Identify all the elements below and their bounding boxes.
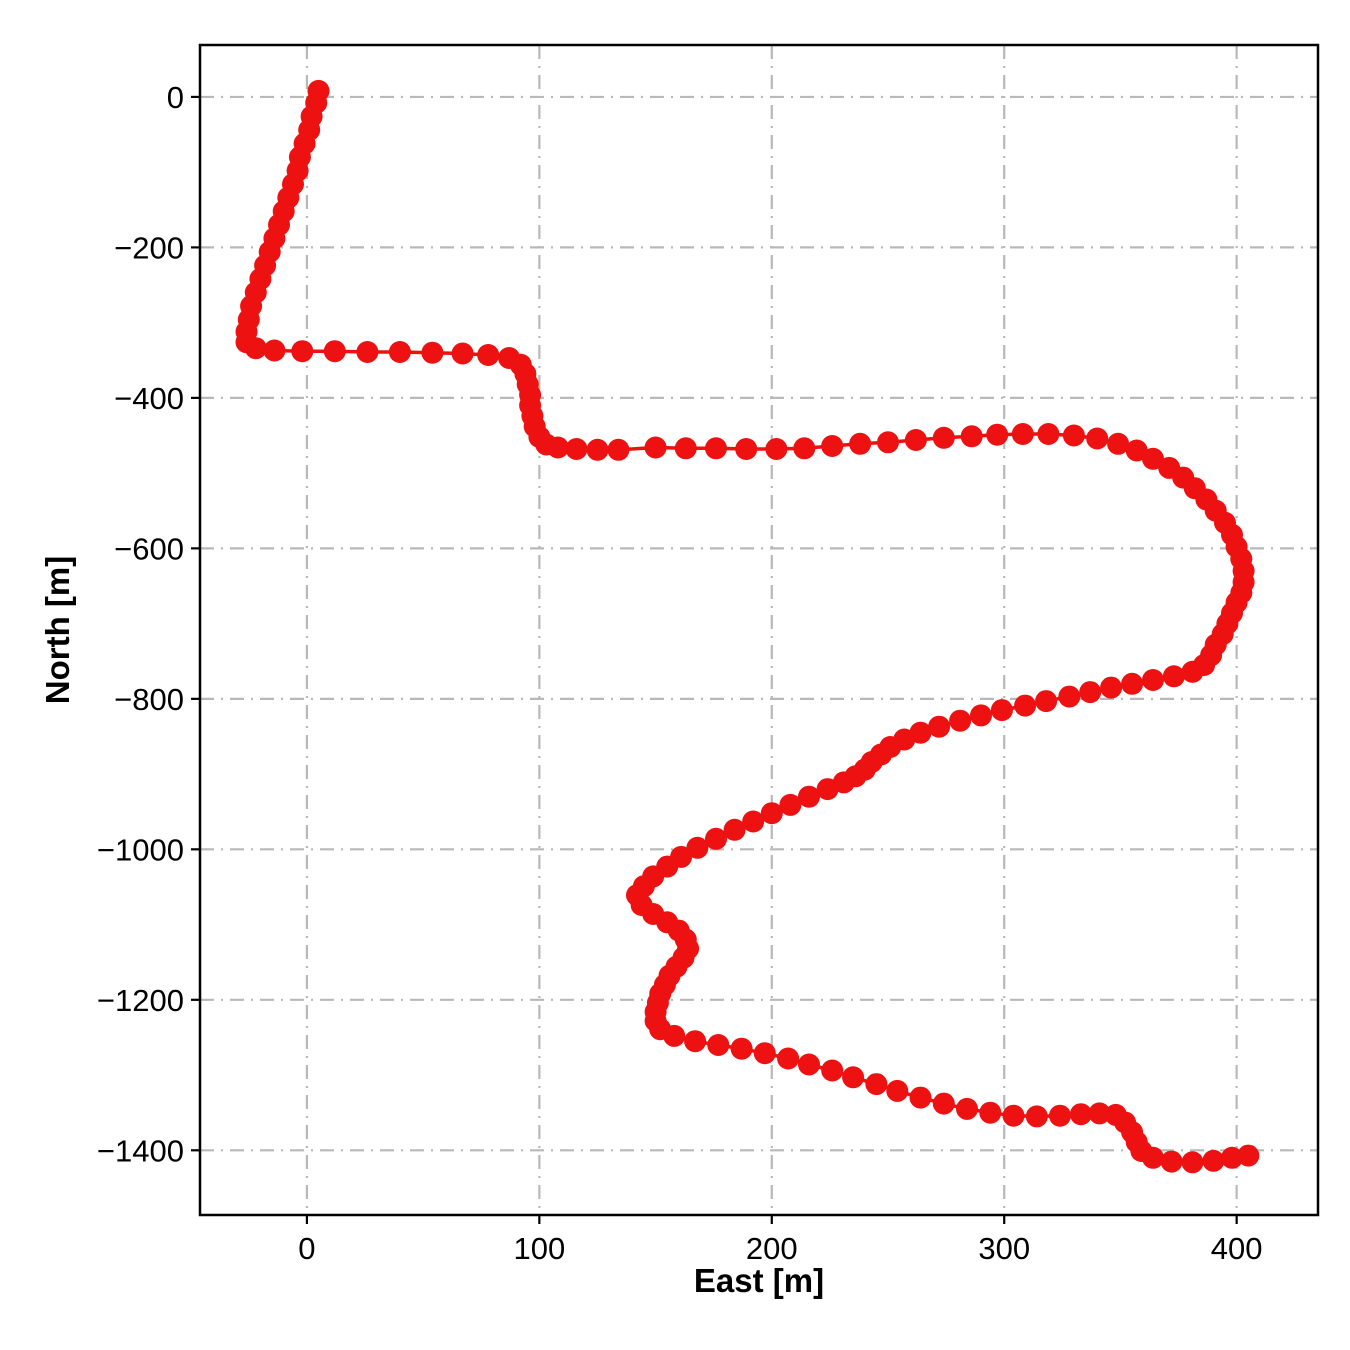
trajectory-marker	[1221, 1146, 1243, 1169]
trajectory-marker	[886, 1079, 909, 1102]
y-tick-label: 0	[167, 80, 184, 115]
trajectory-marker	[849, 432, 872, 455]
trajectory-marker	[586, 438, 609, 461]
trajectory-marker	[793, 437, 816, 460]
trajectory-marker	[1002, 1104, 1025, 1127]
y-tick-label: −200	[114, 230, 184, 265]
trajectory-marker	[798, 1053, 820, 1076]
trajectory-marker	[323, 340, 346, 363]
trajectory-marker	[1011, 423, 1034, 445]
trajectory-marker	[777, 1047, 800, 1070]
trajectory-marker	[986, 423, 1009, 446]
trajectory-marker	[1062, 424, 1085, 447]
trajectory-marker	[263, 339, 286, 362]
trajectory-marker	[949, 709, 972, 732]
trajectory-marker	[798, 785, 820, 808]
trajectory-marker	[1121, 672, 1144, 695]
trajectory-marker	[932, 1092, 955, 1115]
trajectory-marker	[291, 340, 314, 363]
trajectory-marker	[1237, 1144, 1260, 1167]
y-tick-label: −800	[114, 682, 184, 717]
trajectory-marker	[663, 1024, 686, 1047]
y-tick-label: −1200	[97, 983, 184, 1018]
trajectory-marker	[1202, 1149, 1225, 1172]
trajectory-marker	[451, 342, 474, 365]
trajectory-marker	[1125, 439, 1148, 462]
trajectory-marker	[1035, 690, 1058, 713]
trajectory-marker	[1069, 1103, 1092, 1126]
trajectory-marker	[1088, 1102, 1111, 1125]
trajectory-marker	[760, 802, 783, 825]
trajectory-marker	[1160, 1150, 1183, 1173]
trajectory-marker	[1037, 423, 1060, 445]
trajectory-marker	[244, 337, 267, 360]
trajectory-marker	[932, 426, 955, 449]
trajectory-marker	[1025, 1105, 1048, 1128]
trajectory-marker	[928, 715, 951, 738]
trajectory-marker	[1049, 1104, 1071, 1127]
trajectory-marker	[684, 1030, 707, 1053]
trajectory-marker	[477, 344, 500, 366]
trajectory-marker	[1181, 660, 1204, 683]
trajectory-marker	[1142, 669, 1164, 691]
trajectory-marker	[909, 1086, 932, 1109]
trajectory-marker	[821, 435, 844, 457]
trajectory-marker	[956, 1097, 978, 1120]
trajectory-marker	[1181, 1151, 1204, 1174]
trajectory-marker	[707, 1034, 730, 1056]
trajectory-marker	[779, 793, 802, 816]
trajectory-marker	[421, 341, 444, 364]
trajectory-marker	[730, 1037, 753, 1060]
trajectory-marker	[1086, 427, 1109, 450]
trajectory-marker	[1162, 665, 1185, 688]
trajectory-marker	[877, 431, 899, 454]
trajectory-marker	[1107, 432, 1130, 455]
trajectory-marker	[904, 429, 927, 451]
trajectory-marker	[842, 1066, 865, 1089]
trajectory-marker	[821, 1059, 844, 1082]
trajectory-marker	[765, 438, 788, 460]
trajectory-marker	[1058, 685, 1081, 708]
y-tick-label: −1400	[97, 1133, 184, 1168]
trajectory-marker	[742, 810, 765, 833]
trajectory-line	[244, 89, 1251, 1165]
trajectory-marker	[960, 425, 983, 448]
trajectory-marker	[816, 778, 839, 801]
trajectory-marker	[644, 436, 667, 459]
trajectory-marker	[705, 827, 727, 850]
trajectory-marker	[686, 836, 709, 859]
trajectory-marker	[356, 341, 379, 363]
trajectory-marker	[865, 1073, 888, 1096]
y-tick-label: −400	[114, 381, 184, 416]
trajectory-marker	[1142, 1146, 1164, 1169]
y-tick-label: −600	[114, 531, 184, 566]
trajectory-marker	[1079, 681, 1102, 704]
x-axis-label: East [m]	[693, 1262, 825, 1299]
trajectory-marker	[753, 1042, 776, 1065]
trajectory-marker	[1014, 694, 1037, 717]
x-tick-label: 300	[978, 1231, 1030, 1266]
trajectory-marker	[979, 1101, 1002, 1124]
x-tick-label: 0	[298, 1231, 315, 1266]
x-tick-label: 200	[746, 1231, 798, 1266]
trajectory-marker	[1100, 676, 1123, 699]
trajectory-marker	[388, 341, 411, 363]
trajectory-marker	[674, 437, 697, 460]
trajectory-marker	[607, 438, 630, 461]
x-tick-label: 100	[513, 1231, 565, 1266]
y-tick-label: −1000	[97, 832, 184, 867]
trajectory-marker	[970, 704, 992, 727]
trajectory-marker	[990, 699, 1013, 722]
trajectory-marker	[1142, 447, 1164, 470]
trajectory-marker	[546, 436, 569, 459]
x-tick-label: 400	[1211, 1231, 1263, 1266]
trajectory-marker	[735, 438, 758, 460]
trajectory-marker	[723, 818, 746, 841]
plot-border	[198, 43, 1320, 1217]
trajectory-marker	[705, 437, 727, 460]
trajectory-marker	[565, 438, 588, 460]
y-axis-label: North [m]	[39, 555, 76, 705]
